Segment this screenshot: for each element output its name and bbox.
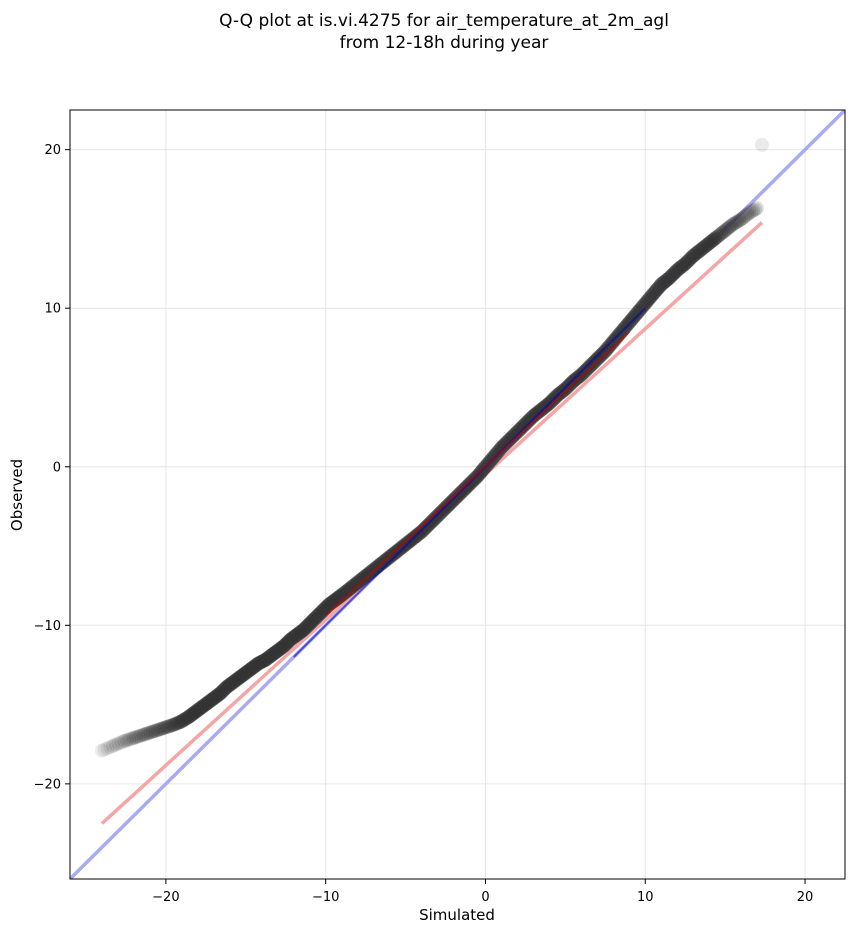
y-axis-ticks: −20 −10 0 10 20 <box>34 143 70 792</box>
quantile-point <box>124 731 139 746</box>
quantile-point <box>122 732 137 747</box>
x-axis-ticks: −20 −10 0 10 20 <box>152 879 813 905</box>
quantile-point <box>744 204 759 219</box>
quantile-point <box>740 207 755 222</box>
x-axis-label: Simulated <box>419 906 495 924</box>
quantile-point <box>746 203 761 218</box>
quantile-point <box>131 729 146 744</box>
quantile-point <box>126 730 141 745</box>
quantile-point <box>742 206 757 221</box>
quantile-point <box>750 201 765 216</box>
quantile-point <box>103 740 118 755</box>
quantile-point <box>129 730 144 745</box>
quantile-point <box>718 223 733 238</box>
quantile-point <box>158 720 173 735</box>
quantile-point <box>724 218 739 233</box>
x-tick-label: 20 <box>797 890 814 905</box>
quantile-point <box>97 742 112 757</box>
quantile-point <box>714 226 729 241</box>
x-tick-label: 10 <box>637 890 654 905</box>
quantile-point <box>712 228 727 243</box>
quantile-point <box>119 733 134 748</box>
grid-lines <box>70 110 845 879</box>
y-tick-label: 0 <box>53 460 61 475</box>
quantile-point <box>148 723 163 738</box>
quantile-point <box>736 210 751 225</box>
plot-frame <box>69 109 846 880</box>
quantile-point <box>732 213 747 228</box>
inner-fit-segment <box>324 331 630 617</box>
x-tick-label: −20 <box>152 890 179 905</box>
quantile-point <box>94 743 109 758</box>
quantile-point <box>150 722 165 737</box>
x-tick-label: 0 <box>481 890 489 905</box>
quantile-point <box>117 734 132 749</box>
quantile-point <box>160 719 175 734</box>
chart-title: Q-Q plot at is.vi.4275 for air_temperatu… <box>219 11 669 31</box>
quantile-point <box>141 726 156 741</box>
quantile-point <box>710 229 725 244</box>
quantile-point <box>134 728 149 743</box>
quantile-point <box>708 231 723 246</box>
quantile-point <box>728 215 743 230</box>
quantile-point <box>111 736 126 751</box>
quantile-point <box>136 727 151 742</box>
y-tick-label: 20 <box>44 143 61 158</box>
inner-segments <box>293 307 646 658</box>
x-tick-label: −10 <box>312 890 339 905</box>
quantile-point <box>754 137 769 152</box>
quantile-point <box>726 217 741 232</box>
quantile-point <box>100 741 115 756</box>
quantile-point <box>108 737 123 752</box>
quantile-point <box>153 722 168 737</box>
quantile-point <box>155 721 170 736</box>
quantile-point <box>730 214 745 229</box>
quantile-points <box>94 137 769 758</box>
quantile-point <box>146 724 161 739</box>
quantile-point <box>114 735 129 750</box>
quantile-point <box>722 220 737 235</box>
quantile-point <box>748 202 763 217</box>
chart-subtitle: from 12-18h during year <box>340 33 549 53</box>
y-tick-label: 10 <box>44 302 61 317</box>
quantile-point <box>738 209 753 224</box>
y-tick-label: −10 <box>34 619 61 634</box>
quantile-point <box>106 738 121 753</box>
y-axis-label: Observed <box>8 459 26 531</box>
quantile-point <box>138 726 153 741</box>
y-tick-label: −20 <box>34 777 61 792</box>
quantile-point <box>143 725 158 740</box>
quantile-point <box>716 225 731 240</box>
quantile-point <box>720 221 735 236</box>
quantile-point <box>734 212 749 227</box>
